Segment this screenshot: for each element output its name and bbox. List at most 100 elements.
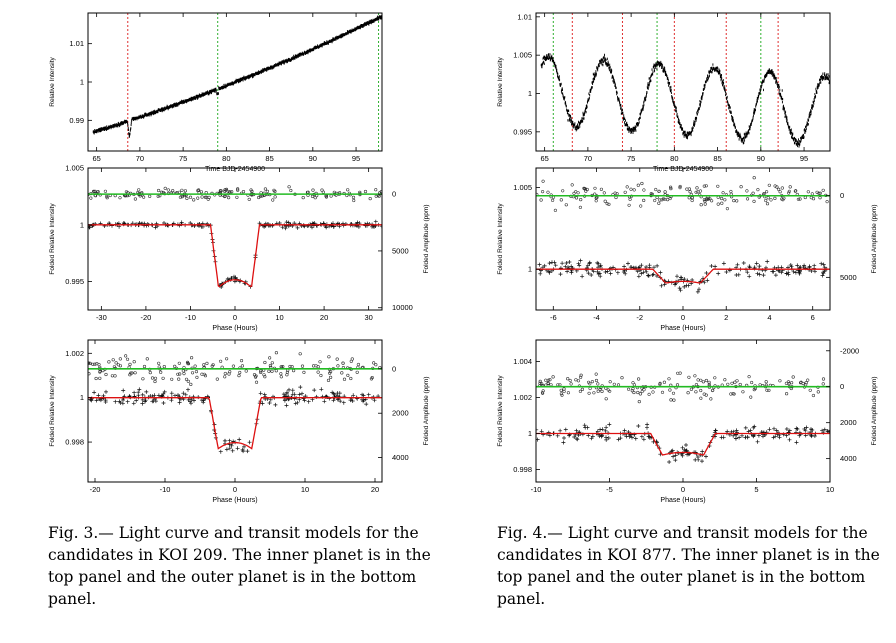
y-tick-label: 1.002 [513, 393, 532, 402]
caption-line: top panel and the outer planet is in the… [497, 568, 866, 586]
y-tick-label: 1.004 [513, 357, 532, 366]
x-tick-label: -10 [185, 313, 196, 322]
y2-tick-label: 0 [392, 190, 396, 199]
plot-frame [87, 167, 383, 311]
y2-tick-label: 4000 [840, 454, 857, 463]
caption-line: top panel and the outer planet is in the… [48, 568, 417, 586]
y-tick-label: 1 [80, 393, 84, 402]
x-tick-label: 70 [136, 154, 144, 163]
x-tick-label: 65 [540, 154, 548, 163]
y-axis-label: Folded Relative Intensity [49, 203, 56, 275]
caption-line: panel. [497, 590, 546, 608]
x-tick-label: 5 [754, 485, 758, 494]
y-tick-label: 1.005 [65, 164, 84, 173]
y-tick-label: 1 [528, 89, 532, 98]
caption-line: candidates in KOI 209. The inner planet … [48, 546, 431, 564]
y-tick-label: 0.995 [65, 277, 84, 286]
transit-model-line [88, 224, 382, 288]
y2-tick-label: 5000 [840, 273, 857, 282]
caption-line: candidates in KOI 877. The inner planet … [497, 546, 880, 564]
x-axis-label: Phase (Hours) [660, 325, 705, 332]
y-axis-label: Folded Relative Intensity [497, 375, 504, 447]
y2-tick-label: 0 [840, 382, 844, 391]
y-tick-label: 1 [528, 265, 532, 274]
x-tick-label: 10 [826, 485, 834, 494]
x-tick-label: -6 [550, 313, 557, 322]
x-tick-label: 6 [811, 313, 815, 322]
y-tick-label: 1 [80, 78, 84, 87]
x-axis-label: Phase (Hours) [212, 497, 257, 504]
plot-area [540, 13, 830, 151]
x-tick-label: 0 [233, 313, 237, 322]
fig4-panel-3: -10 -5 0 5 10 0.998 1 1.002 1.004 Phase (Hours) Fo… [497, 339, 878, 504]
y2-tick-label: 2000 [840, 418, 857, 427]
folded-data-points [88, 219, 382, 289]
x-tick-label: 0 [681, 313, 685, 322]
plot-area [536, 371, 830, 464]
x-tick-label: 0 [681, 485, 685, 494]
y2-tick-label: 0 [840, 191, 844, 200]
y2-tick-label: 5000 [392, 246, 409, 255]
x-tick-label: -10 [531, 485, 542, 494]
y2-axis-label: Folded Amplitude (ppm) [423, 204, 430, 273]
y-tick-label: 0.998 [65, 438, 84, 447]
residual-points [88, 351, 382, 386]
folded-data-points [536, 422, 830, 464]
y-tick-label: 1 [80, 220, 84, 229]
x-tick-label: -5 [606, 485, 613, 494]
fig3-panel-2: -30 -20 -10 0 10 20 30 0.995 1 1.005 Phase (Hours)… [49, 164, 430, 333]
x-tick-label: -20 [90, 485, 101, 494]
plot-area [88, 185, 382, 289]
plot-area [536, 176, 830, 294]
figure-4-caption: Fig. 4.— Light curve and transit models … [497, 522, 883, 610]
y-tick-label: 0.998 [513, 465, 532, 474]
x-tick-label: 80 [222, 154, 230, 163]
x-tick-label: 90 [757, 154, 765, 163]
y2-tick-label: -2000 [840, 346, 859, 355]
x-tick-label: -30 [96, 313, 107, 322]
x-tick-label: 75 [179, 154, 187, 163]
plot-frame [535, 12, 831, 152]
x-tick-label: 80 [670, 154, 678, 163]
x-tick-label: -20 [140, 313, 151, 322]
x-tick-label: 2 [724, 313, 728, 322]
plot-area [92, 13, 382, 151]
y-axis-label: Folded Relative Intensity [49, 375, 56, 447]
plot-frame [535, 339, 831, 483]
caption-line: Fig. 4.— Light curve and transit models … [497, 524, 868, 542]
plot-frame [87, 339, 383, 483]
x-tick-label: -2 [636, 313, 643, 322]
x-tick-label: 10 [275, 313, 283, 322]
y2-axis-label: Folded Amplitude (ppm) [871, 376, 878, 445]
x-tick-label: 90 [309, 154, 317, 163]
fig3-panel-3: -20 -10 0 10 20 0.998 1 1.002 Phase (Hours) Folde… [49, 339, 430, 504]
caption-line: panel. [48, 590, 97, 608]
y-tick-label: 1 [528, 429, 532, 438]
y-tick-label: 1.005 [513, 51, 532, 60]
x-tick-label: -10 [160, 485, 171, 494]
x-tick-label: 85 [713, 154, 721, 163]
plot-frame [535, 167, 831, 311]
light-curve-series [92, 15, 382, 138]
residual-points [536, 176, 829, 212]
y2-axis-label: Folded Amplitude (ppm) [871, 204, 878, 273]
x-tick-label: 10 [301, 485, 309, 494]
transit-model-line [536, 268, 830, 284]
y-tick-label: 1.01 [517, 12, 532, 21]
y2-tick-label: 2000 [392, 409, 409, 418]
x-tick-label: 30 [364, 313, 372, 322]
y2-tick-label: 0 [392, 364, 396, 373]
y-tick-label: 1.005 [513, 183, 532, 192]
figure-3-caption: Fig. 3.— Light curve and transit models … [48, 522, 434, 610]
x-tick-label: 20 [371, 485, 379, 494]
y-tick-label: 1.002 [65, 349, 84, 358]
folded-data-points [537, 258, 829, 294]
y-tick-label: 0.995 [513, 127, 532, 136]
light-curve-series [540, 53, 830, 148]
transit-model-line [536, 432, 830, 456]
x-tick-label: 95 [352, 154, 360, 163]
x-tick-label: 4 [767, 313, 771, 322]
